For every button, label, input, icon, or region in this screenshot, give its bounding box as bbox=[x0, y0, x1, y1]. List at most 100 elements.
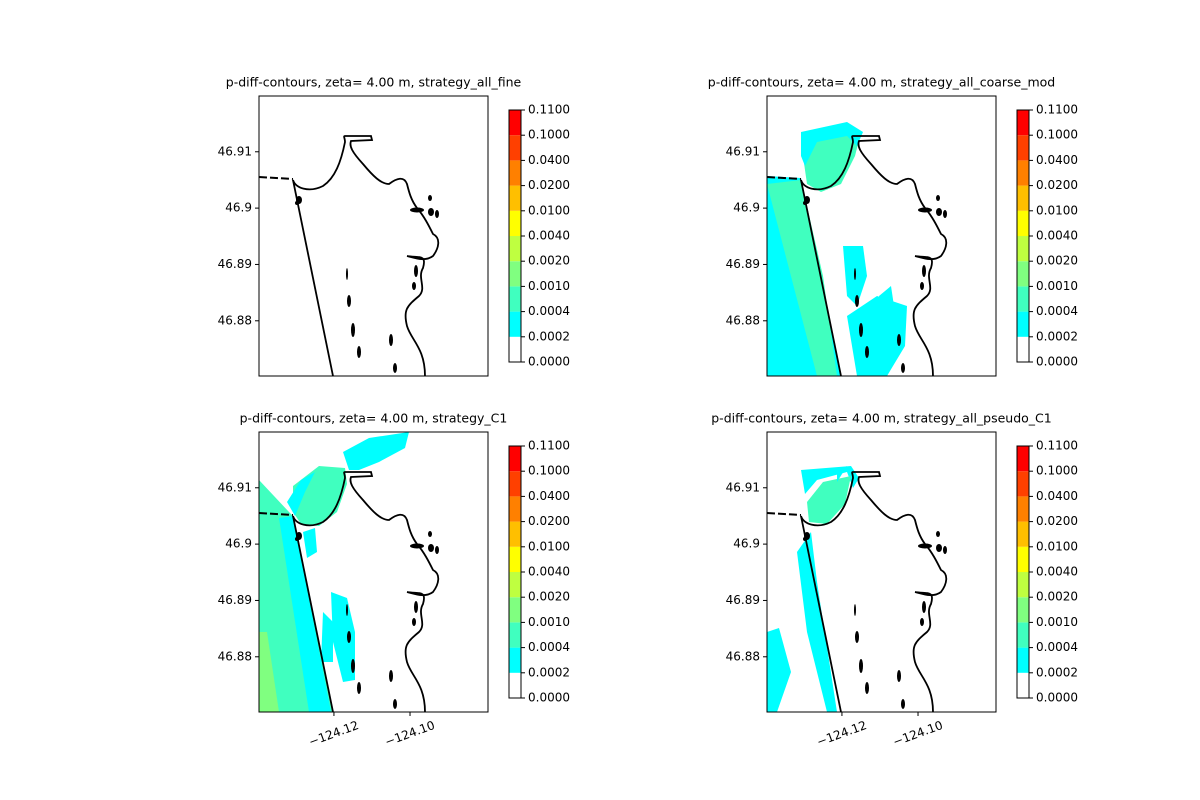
colorbar-segment bbox=[509, 496, 521, 522]
island bbox=[351, 323, 355, 337]
y-tick-label: 46.89 bbox=[726, 257, 760, 271]
colorbar-label: 0.0200 bbox=[528, 514, 570, 528]
colorbar-segment bbox=[1017, 286, 1029, 312]
axes-frame bbox=[258, 431, 489, 713]
jetty bbox=[767, 512, 802, 516]
colorbar-segment bbox=[509, 597, 521, 623]
island bbox=[922, 265, 926, 277]
colorbar-segment bbox=[1017, 185, 1029, 211]
y-tick-label: 46.88 bbox=[726, 649, 760, 663]
island bbox=[435, 210, 439, 218]
colorbar-label: 0.0020 bbox=[1036, 590, 1078, 604]
island bbox=[357, 682, 361, 694]
colorbar-label: 0.0040 bbox=[1036, 229, 1078, 243]
island bbox=[393, 699, 397, 709]
colorbar-segment bbox=[509, 336, 521, 362]
colorbar-label: 0.0200 bbox=[1036, 514, 1078, 528]
colorbar-label: 0.0002 bbox=[528, 665, 570, 679]
island bbox=[865, 346, 869, 358]
island bbox=[428, 544, 434, 552]
island bbox=[936, 208, 942, 216]
map bbox=[259, 432, 440, 712]
island bbox=[936, 544, 942, 552]
contour-fill bbox=[259, 632, 279, 712]
island bbox=[346, 268, 348, 280]
island bbox=[854, 268, 856, 280]
shoreline bbox=[292, 179, 334, 376]
contour-fill bbox=[801, 466, 859, 494]
colorbar-label: 0.0400 bbox=[1036, 489, 1078, 503]
island bbox=[922, 601, 926, 613]
contour-fill bbox=[767, 628, 791, 712]
colorbar-label: 0.1000 bbox=[1036, 464, 1078, 478]
contour-fill bbox=[797, 532, 837, 712]
colorbar-label: 0.0000 bbox=[528, 691, 570, 705]
colorbar-label: 0.1100 bbox=[528, 439, 570, 453]
x-tick-label: −124.12 bbox=[307, 718, 361, 749]
island bbox=[943, 546, 947, 554]
x-tick-label: −124.10 bbox=[891, 718, 945, 749]
contour-fill bbox=[343, 432, 409, 470]
island bbox=[347, 295, 351, 307]
panel-title: p-diff-contours, zeta= 4.00 m, strategy_… bbox=[226, 75, 522, 90]
colorbar-label: 0.1000 bbox=[528, 128, 570, 142]
island bbox=[393, 363, 397, 373]
colorbar-label: 0.0010 bbox=[1036, 615, 1078, 629]
colorbar-label: 0.1100 bbox=[1036, 103, 1078, 117]
colorbar-label: 0.0010 bbox=[528, 615, 570, 629]
colorbar-label: 0.0002 bbox=[1036, 665, 1078, 679]
contour-fill bbox=[801, 122, 863, 166]
island bbox=[412, 618, 416, 626]
colorbar-label: 0.0040 bbox=[528, 565, 570, 579]
colorbar-segment bbox=[1017, 210, 1029, 236]
y-tick-label: 46.91 bbox=[218, 480, 252, 494]
y-tick-label: 46.9 bbox=[733, 201, 760, 215]
axes-frame bbox=[766, 431, 997, 713]
y-tick-label: 46.88 bbox=[218, 649, 252, 663]
colorbar-label: 0.0400 bbox=[528, 153, 570, 167]
colorbar-label: 0.0004 bbox=[528, 640, 570, 654]
island bbox=[389, 334, 393, 346]
panel-title: p-diff-contours, zeta= 4.00 m, strategy_… bbox=[240, 411, 508, 426]
island bbox=[389, 670, 393, 682]
colorbar-segment bbox=[509, 672, 521, 698]
colorbar-segment bbox=[509, 160, 521, 186]
colorbar-label: 0.1100 bbox=[1036, 439, 1078, 453]
island bbox=[901, 363, 905, 373]
colorbar-segment bbox=[509, 647, 521, 673]
island bbox=[414, 601, 418, 613]
island bbox=[295, 537, 299, 541]
panel: p-diff-contours, zeta= 4.00 m, strategy_… bbox=[711, 411, 1078, 750]
colorbar-segment bbox=[509, 261, 521, 287]
island bbox=[865, 682, 869, 694]
map bbox=[767, 466, 948, 712]
island bbox=[351, 659, 355, 673]
island bbox=[414, 265, 418, 277]
colorbar-segment bbox=[509, 185, 521, 211]
island bbox=[918, 543, 932, 549]
island bbox=[855, 631, 859, 643]
island bbox=[855, 295, 859, 307]
colorbar-label: 0.0000 bbox=[1036, 355, 1078, 369]
panel: p-diff-contours, zeta= 4.00 m, strategy_… bbox=[218, 411, 570, 750]
colorbar-label: 0.0002 bbox=[1036, 329, 1078, 343]
colorbar-segment bbox=[1017, 236, 1029, 262]
shoreline bbox=[800, 179, 842, 376]
colorbar-label: 0.0020 bbox=[528, 590, 570, 604]
island bbox=[428, 195, 432, 201]
colorbar-label: 0.0200 bbox=[1036, 178, 1078, 192]
colorbar-segment bbox=[1017, 311, 1029, 337]
jetty bbox=[259, 512, 294, 516]
island bbox=[410, 207, 424, 213]
shoreline bbox=[292, 515, 334, 712]
y-tick-label: 46.89 bbox=[218, 593, 252, 607]
island bbox=[897, 334, 901, 346]
island bbox=[295, 201, 299, 205]
colorbar-label: 0.0010 bbox=[1036, 279, 1078, 293]
island bbox=[428, 208, 434, 216]
panel-title: p-diff-contours, zeta= 4.00 m, strategy_… bbox=[711, 411, 1052, 426]
colorbar-label: 0.0004 bbox=[528, 304, 570, 318]
island bbox=[859, 323, 863, 337]
colorbar-segment bbox=[1017, 622, 1029, 648]
